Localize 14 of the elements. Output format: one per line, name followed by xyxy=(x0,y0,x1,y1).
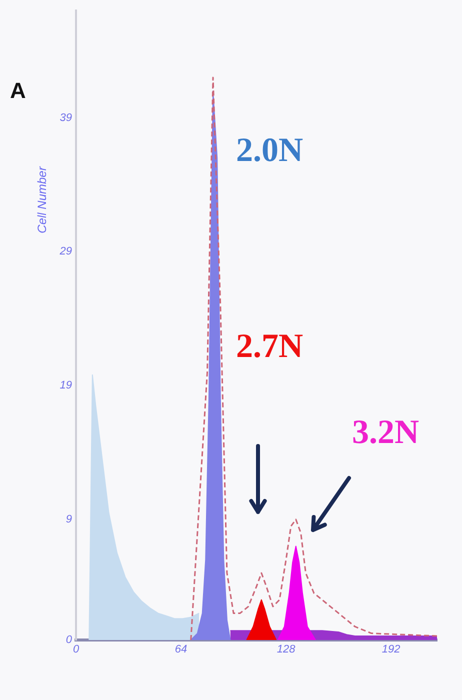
y-tick-label: 0 xyxy=(66,634,73,646)
annotation: 2.0N xyxy=(236,132,304,170)
annotation: 3.2N xyxy=(352,414,420,452)
y-tick-label: 29 xyxy=(58,246,72,258)
text: A xyxy=(10,78,26,104)
annotation: 2.7N xyxy=(236,328,304,366)
y-tick-label: 9 xyxy=(66,514,72,526)
line-series xyxy=(190,76,437,640)
x-tick-label: 192 xyxy=(382,644,400,656)
y-axis-title: Cell Number xyxy=(35,166,49,234)
y-tick-label: 19 xyxy=(60,380,72,392)
x-tick-label: 64 xyxy=(174,644,188,656)
y-tick-label: 39 xyxy=(60,112,72,124)
x-tick-label: 128 xyxy=(276,644,296,656)
